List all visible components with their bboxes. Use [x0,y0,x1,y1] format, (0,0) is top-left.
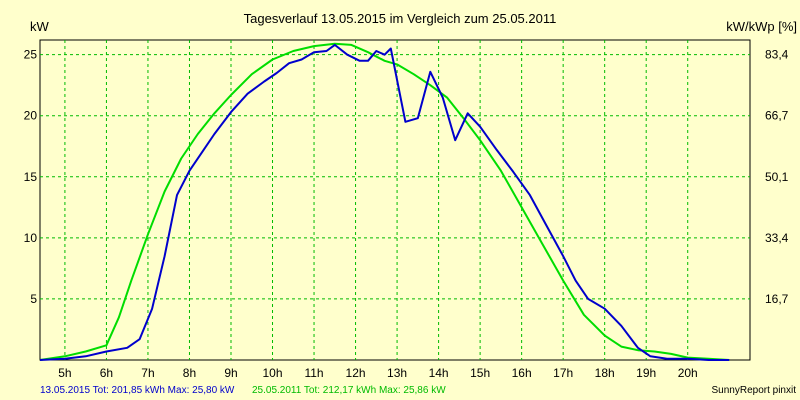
y-tick-label-right: 83,4 [765,48,789,62]
y-axis-label-right: kW/kWp [%] [726,19,797,34]
y-tick-label-left: 15 [24,170,38,184]
x-tick-label: 9h [224,366,237,380]
x-tick-label: 17h [553,366,573,380]
x-tick-label: 18h [595,366,615,380]
series-line-2 [39,42,730,361]
series-lines [39,42,730,361]
plot-area [39,39,751,361]
x-tick-label: 5h [58,366,71,380]
x-tick-label: 12h [346,366,366,380]
y-tick-label-left: 20 [24,109,38,123]
y-tick-label-left: 10 [24,231,38,245]
series-line-1 [39,43,730,361]
y-axis-label-left: kW [30,19,50,34]
grid-lines [40,40,750,360]
x-tick-label: 20h [678,366,698,380]
y-tick-label-right: 33,4 [765,231,789,245]
x-tick-label: 16h [512,366,532,380]
x-tick-label: 6h [100,366,113,380]
x-tick-label: 19h [636,366,656,380]
legend-series-1: 13.05.2015 Tot: 201,85 kWh Max: 25,80 kW [40,385,235,396]
y-tick-label-left: 25 [24,48,38,62]
legend-series-2: 25.05.2011 Tot: 212,17 kWh Max: 25,86 kW [252,385,446,396]
y-tick-label-right: 50,1 [765,170,789,184]
chart-title: Tagesverlauf 13.05.2015 im Vergleich zum… [244,11,557,26]
y-tick-label-right: 66,7 [765,109,789,123]
y-tick-label-left: 5 [30,292,37,306]
x-tick-label: 13h [387,366,407,380]
x-tick-label: 15h [470,366,490,380]
x-tick-label: 14h [429,366,449,380]
x-tick-label: 11h [304,366,323,380]
x-tick-label: 7h [141,366,154,380]
brand-label: SunnyReport pinxit [712,385,797,396]
y-tick-label-right: 16,7 [765,292,789,306]
x-tick-label: 10h [262,366,282,380]
tick-labels: 5h 6h 7h 8h 9h 10h 11h 12h 13h 14h 15h 16h 17h 18h 19h… [24,48,789,380]
x-tick-label: 8h [183,366,196,380]
